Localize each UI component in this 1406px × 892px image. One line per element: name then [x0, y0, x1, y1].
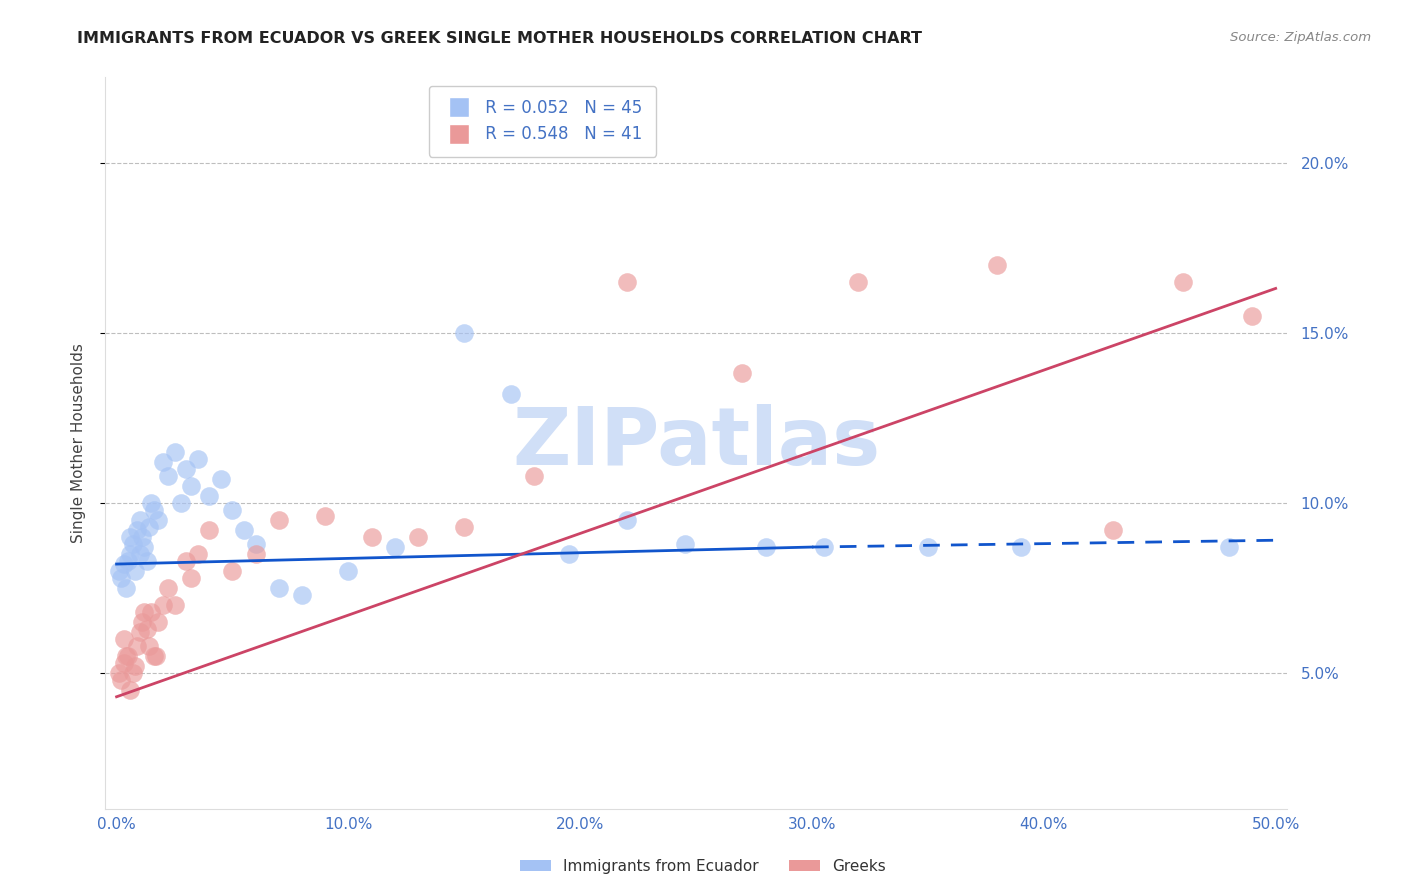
Point [360, 530, 382, 544]
Point [163, 598, 186, 612]
Point [135, 622, 157, 636]
Point [141, 605, 163, 619]
Point [245, 547, 267, 561]
Point [848, 275, 870, 289]
Point [1171, 275, 1194, 289]
Point [131, 530, 153, 544]
Point [148, 513, 170, 527]
Point [120, 547, 142, 561]
Point [198, 489, 221, 503]
Point [138, 519, 160, 533]
Point [557, 547, 579, 561]
Point [127, 523, 149, 537]
Point [117, 554, 139, 568]
Point [131, 615, 153, 629]
Point [384, 540, 406, 554]
Point [141, 496, 163, 510]
Legend: Immigrants from Ecuador, Greeks: Immigrants from Ecuador, Greeks [515, 853, 891, 880]
Point [174, 554, 197, 568]
Point [337, 564, 360, 578]
Point [145, 648, 167, 663]
Point [673, 536, 696, 550]
Point [453, 326, 475, 340]
Point [121, 665, 143, 680]
Point [1010, 540, 1032, 554]
Point [174, 462, 197, 476]
Point [291, 588, 314, 602]
Point [112, 557, 135, 571]
Point [1241, 309, 1264, 323]
Point [267, 581, 290, 595]
Point [616, 275, 638, 289]
Point [523, 468, 546, 483]
Point [209, 472, 232, 486]
Point [221, 502, 243, 516]
Point [180, 571, 202, 585]
Point [156, 468, 179, 483]
Text: IMMIGRANTS FROM ECUADOR VS GREEK SINGLE MOTHER HOUSEHOLDS CORRELATION CHART: IMMIGRANTS FROM ECUADOR VS GREEK SINGLE … [77, 31, 922, 46]
Point [986, 258, 1008, 272]
Point [128, 625, 150, 640]
Point [1102, 523, 1125, 537]
Point [917, 540, 939, 554]
Point [406, 530, 429, 544]
Point [148, 615, 170, 629]
Point [138, 639, 160, 653]
Point [142, 648, 165, 663]
Point [117, 648, 139, 663]
Point [198, 523, 221, 537]
Point [233, 523, 256, 537]
Point [180, 479, 202, 493]
Point [170, 496, 193, 510]
Point [121, 536, 143, 550]
Point [128, 513, 150, 527]
Point [112, 656, 135, 670]
Point [110, 571, 132, 585]
Point [124, 659, 146, 673]
Point [127, 639, 149, 653]
Point [314, 509, 336, 524]
Point [267, 513, 290, 527]
Point [245, 536, 267, 550]
Point [221, 564, 243, 578]
Point [156, 581, 179, 595]
Point [115, 581, 138, 595]
Point [1218, 540, 1240, 554]
Point [110, 673, 132, 687]
Point [755, 540, 778, 554]
Point [124, 564, 146, 578]
Point [108, 564, 131, 578]
Point [163, 444, 186, 458]
Point [134, 540, 156, 554]
Y-axis label: Single Mother Households: Single Mother Households [72, 343, 86, 543]
Point [187, 451, 209, 466]
Point [187, 547, 209, 561]
Point [128, 547, 150, 561]
Legend:  R = 0.052   N = 45,  R = 0.548   N = 41: R = 0.052 N = 45, R = 0.548 N = 41 [429, 86, 657, 157]
Point [152, 455, 174, 469]
Point [112, 632, 135, 646]
Point [152, 598, 174, 612]
Point [135, 554, 157, 568]
Point [453, 519, 475, 533]
Text: Source: ZipAtlas.com: Source: ZipAtlas.com [1230, 31, 1371, 45]
Point [813, 540, 835, 554]
Point [120, 530, 142, 544]
Text: ZIPatlas: ZIPatlas [512, 404, 880, 483]
Point [108, 665, 131, 680]
Point [616, 513, 638, 527]
Point [731, 367, 754, 381]
Point [134, 605, 156, 619]
Point [499, 387, 522, 401]
Point [142, 502, 165, 516]
Point [115, 648, 138, 663]
Point [120, 683, 142, 698]
